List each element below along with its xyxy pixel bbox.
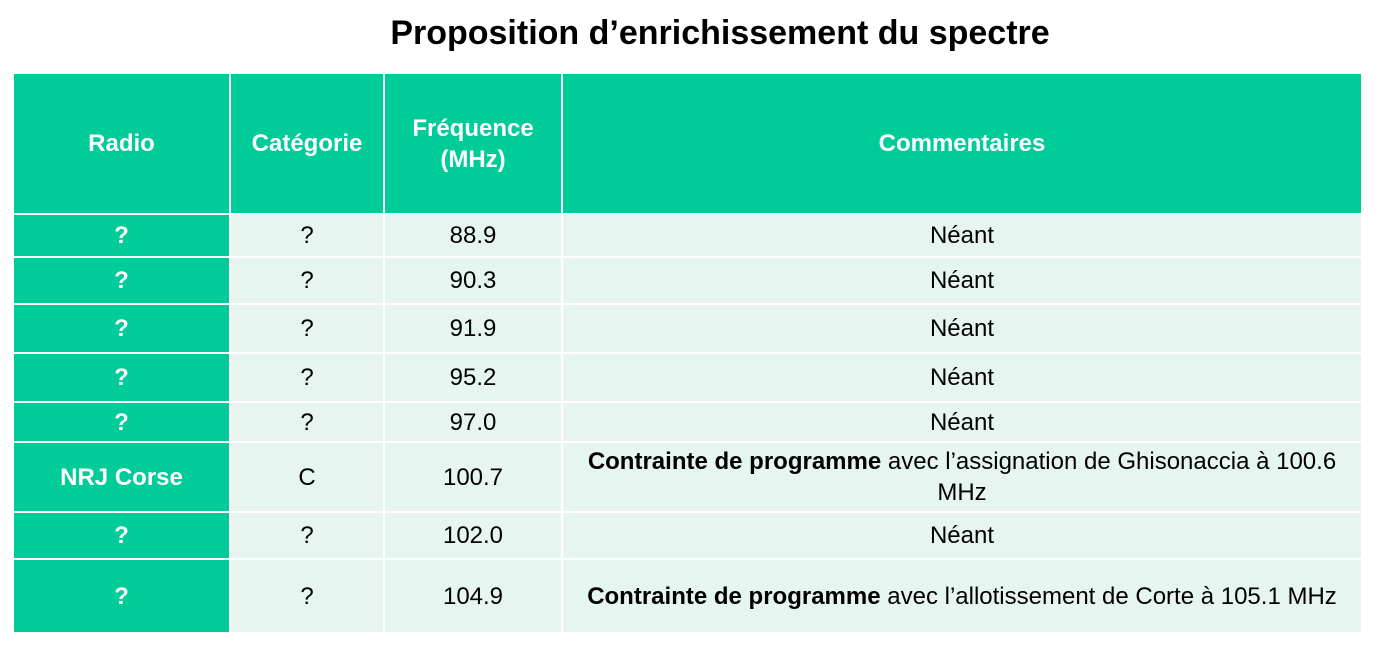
table-row: ? ? 91.9 Néant <box>12 303 1363 354</box>
cell-radio: ? <box>12 401 231 443</box>
cell-frequence: 88.9 <box>383 213 563 258</box>
comment-bold: Contrainte de programme <box>587 448 882 475</box>
comment-text: Néant <box>929 408 995 436</box>
comment-text: Néant <box>929 267 995 294</box>
comment-text: Néant <box>929 522 995 549</box>
cell-radio: ? <box>12 303 231 354</box>
comment-bold: Contrainte de programme <box>587 582 881 610</box>
comment-text: Néant <box>929 364 995 391</box>
cell-radio: ? <box>12 511 231 560</box>
cell-categorie: ? <box>229 401 385 443</box>
cell-frequence: 95.2 <box>383 352 563 403</box>
comment-text: avec l’allotissement de Corte à 105.1 MH… <box>880 582 1337 610</box>
table-row: ? ? 97.0 Néant <box>12 401 1363 443</box>
cell-categorie: C <box>229 441 385 513</box>
cell-categorie: ? <box>229 213 385 258</box>
cell-radio: ? <box>12 558 231 634</box>
cell-radio: ? <box>12 352 231 403</box>
cell-commentaire: Contrainte de programme avec l’assignati… <box>561 441 1363 513</box>
table-row: ? ? 95.2 Néant <box>12 352 1363 403</box>
cell-frequence: 102.0 <box>383 511 563 560</box>
cell-frequence: 91.9 <box>383 303 563 354</box>
cell-frequence: 97.0 <box>383 401 563 443</box>
cell-categorie: ? <box>229 558 385 634</box>
comment-text: avec l’assignation de Ghisonaccia à 100.… <box>881 448 1337 506</box>
cell-categorie: ? <box>229 511 385 560</box>
table-row: ? ? 102.0 Néant <box>12 511 1363 560</box>
cell-frequence: 104.9 <box>383 558 563 634</box>
table-row: ? ? 90.3 Néant <box>12 256 1363 305</box>
table-row: ? ? 88.9 Néant <box>12 213 1363 258</box>
comment-text: Néant <box>929 222 995 249</box>
cell-commentaire: Néant <box>561 352 1363 403</box>
cell-commentaire: Contrainte de programme avec l’allotisse… <box>561 558 1363 634</box>
cell-commentaire: Néant <box>561 213 1363 258</box>
cell-categorie: ? <box>229 352 385 403</box>
cell-categorie: ? <box>229 303 385 354</box>
cell-frequence: 100.7 <box>383 441 563 513</box>
header-categorie: Catégorie <box>229 72 385 215</box>
comment-text: Néant <box>929 315 995 342</box>
cell-commentaire: Néant <box>561 256 1363 305</box>
cell-radio: ? <box>12 213 231 258</box>
table-row: NRJ Corse C 100.7 Contrainte de programm… <box>12 441 1363 513</box>
cell-radio: NRJ Corse <box>12 441 231 513</box>
cell-radio: ? <box>12 256 231 305</box>
cell-commentaire: Néant <box>561 511 1363 560</box>
header-radio: Radio <box>12 72 231 215</box>
spectrum-table: Radio Catégorie Fréquence (MHz) Commenta… <box>12 72 1363 634</box>
cell-frequence: 90.3 <box>383 256 563 305</box>
cell-commentaire: Néant <box>561 303 1363 354</box>
header-row: Radio Catégorie Fréquence (MHz) Commenta… <box>12 72 1363 215</box>
cell-categorie: ? <box>229 256 385 305</box>
header-commentaires: Commentaires <box>561 72 1363 215</box>
cell-commentaire: Néant <box>561 401 1363 443</box>
table-row: ? ? 104.9 Contrainte de programme avec l… <box>12 558 1363 634</box>
page-title: Proposition d’enrichissement du spectre <box>390 14 1050 52</box>
header-frequence: Fréquence (MHz) <box>383 72 563 215</box>
